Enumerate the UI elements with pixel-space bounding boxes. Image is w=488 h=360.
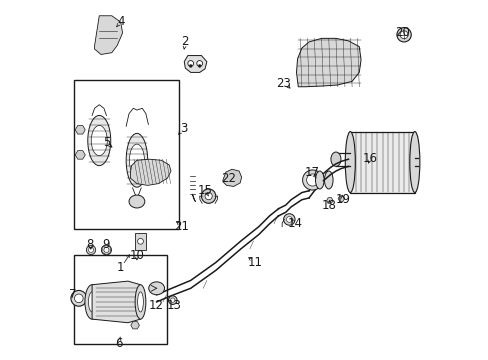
Circle shape <box>283 214 294 225</box>
Ellipse shape <box>91 126 107 156</box>
Circle shape <box>189 64 192 67</box>
Text: 5: 5 <box>102 136 110 149</box>
Text: 14: 14 <box>286 216 302 230</box>
Text: 16: 16 <box>362 152 377 165</box>
Bar <box>349 132 414 193</box>
Polygon shape <box>326 198 332 203</box>
Polygon shape <box>184 55 206 72</box>
Text: 11: 11 <box>247 256 262 269</box>
Polygon shape <box>75 150 85 159</box>
Ellipse shape <box>137 292 143 312</box>
Circle shape <box>71 291 86 306</box>
Polygon shape <box>296 39 360 87</box>
Ellipse shape <box>85 285 99 319</box>
Circle shape <box>399 31 407 39</box>
Text: 2: 2 <box>181 35 189 49</box>
Text: 8: 8 <box>86 238 94 251</box>
Polygon shape <box>92 281 140 323</box>
Circle shape <box>101 245 111 255</box>
Text: 12: 12 <box>149 299 164 312</box>
Text: 4: 4 <box>117 15 124 28</box>
Circle shape <box>196 60 202 66</box>
Polygon shape <box>130 159 171 185</box>
Text: 6: 6 <box>115 337 122 350</box>
Ellipse shape <box>315 171 324 189</box>
Polygon shape <box>94 16 122 54</box>
Text: 23: 23 <box>276 77 291 90</box>
Text: 18: 18 <box>321 199 336 212</box>
Text: 3: 3 <box>180 122 187 135</box>
Text: 19: 19 <box>335 193 350 206</box>
Circle shape <box>396 28 410 42</box>
Ellipse shape <box>88 116 110 166</box>
Ellipse shape <box>129 195 144 208</box>
Text: 10: 10 <box>129 249 144 262</box>
Ellipse shape <box>345 132 355 193</box>
Ellipse shape <box>330 152 340 166</box>
Text: 21: 21 <box>174 220 189 233</box>
Circle shape <box>170 298 175 302</box>
Ellipse shape <box>135 285 145 319</box>
Ellipse shape <box>148 282 164 295</box>
Circle shape <box>201 189 215 203</box>
Polygon shape <box>223 169 241 186</box>
Polygon shape <box>75 126 85 134</box>
Circle shape <box>187 60 193 66</box>
Circle shape <box>88 247 93 252</box>
Circle shape <box>286 217 292 222</box>
Text: 13: 13 <box>167 299 182 312</box>
Ellipse shape <box>126 134 147 187</box>
Circle shape <box>198 64 201 67</box>
Polygon shape <box>337 196 344 201</box>
Ellipse shape <box>409 132 419 193</box>
Circle shape <box>137 238 143 244</box>
Circle shape <box>168 296 177 305</box>
Text: 17: 17 <box>305 166 320 179</box>
Text: 15: 15 <box>197 184 212 197</box>
Text: 7: 7 <box>68 288 76 301</box>
Bar <box>74 80 179 229</box>
Bar <box>135 233 145 250</box>
Ellipse shape <box>129 144 144 176</box>
Text: 22: 22 <box>221 172 235 185</box>
Ellipse shape <box>324 171 332 189</box>
Ellipse shape <box>88 292 96 312</box>
Circle shape <box>104 247 109 252</box>
Circle shape <box>86 245 96 255</box>
Text: 20: 20 <box>394 27 409 40</box>
Ellipse shape <box>306 174 318 186</box>
Bar <box>74 255 167 344</box>
Text: 9: 9 <box>102 238 110 251</box>
Polygon shape <box>131 321 139 329</box>
Polygon shape <box>102 245 111 255</box>
Text: 1: 1 <box>117 261 124 274</box>
Ellipse shape <box>302 170 322 190</box>
Circle shape <box>204 193 212 200</box>
Circle shape <box>74 294 83 303</box>
